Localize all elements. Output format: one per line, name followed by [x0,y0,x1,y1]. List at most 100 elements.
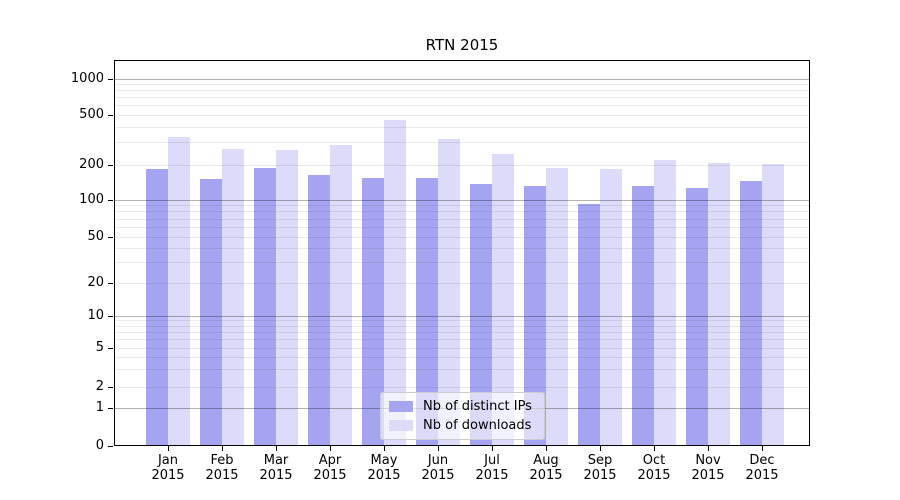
bar-downloads-jan [168,136,190,446]
bar-distinct-ips-dec [740,180,762,446]
x-tick-mark-dec [762,446,763,451]
gridline-y-70 [114,218,810,220]
bar-distinct-ips-jun [416,177,438,446]
legend-label-downloads: Nb of downloads [423,418,532,433]
bar-downloads-jul [492,153,514,446]
gridline-y-50 [114,236,810,238]
y-tick-label-20: 20 [87,275,104,290]
gridline-y-40 [114,247,810,249]
x-tick-label-sep: Sep 2015 [583,453,617,483]
bar-distinct-ips-may [362,177,384,446]
x-tick-mark-may [384,446,385,451]
y-tick-mark-5 [108,347,113,349]
y-tick-label-5: 5 [95,340,104,355]
gridline-y-90 [114,205,810,207]
y-tick-mark-1000 [108,78,113,80]
y-tick-label-1: 1 [95,400,104,415]
y-tick-mark-100 [108,199,113,201]
x-tick-mark-aug [546,446,547,451]
gridline-y-800 [114,90,810,92]
bar-distinct-ips-sep [578,203,600,446]
x-tick-label-jan: Jan 2015 [151,453,185,483]
y-tick-mark-0 [108,445,113,447]
gridline-y-9 [114,320,810,322]
gridline-y-20 [114,282,810,284]
x-tick-mark-oct [654,446,655,451]
x-tick-mark-jan [168,446,169,451]
gridline-y-900 [114,83,810,85]
bar-downloads-apr [330,144,352,446]
legend-item-downloads: Nb of downloads [387,418,538,433]
x-tick-label-nov: Nov 2015 [691,453,725,483]
gridline-y-60 [114,226,810,228]
chart-title: RTN 2015 [425,36,499,54]
y-tick-mark-2 [108,386,113,388]
y-tick-label-100: 100 [79,192,104,207]
gridline-y-700 [114,97,810,99]
bar-distinct-ips-apr [308,174,330,446]
legend-swatch-distinct-ips [389,401,413,412]
bar-downloads-may [384,119,406,446]
bar-downloads-jun [438,138,460,446]
bar-distinct-ips-feb [200,178,222,446]
x-tick-mark-apr [330,446,331,451]
bar-distinct-ips-mar [254,167,276,446]
y-tick-mark-10 [108,315,113,317]
x-tick-label-apr: Apr 2015 [313,453,347,483]
gridline-y-1000 [114,78,810,80]
gridline-y-100 [114,199,810,201]
gridline-y-500 [114,114,810,116]
x-tick-label-oct: Oct 2015 [637,453,671,483]
x-tick-label-aug: Aug 2015 [529,453,563,483]
bar-downloads-sep [600,168,622,446]
y-tick-label-200: 200 [79,157,104,172]
x-tick-label-jun: Jun 2015 [421,453,455,483]
x-tick-mark-jul [492,446,493,451]
x-tick-mark-mar [276,446,277,451]
bar-distinct-ips-jan [146,168,168,446]
legend-item-distinct-ips: Nb of distinct IPs [387,399,538,414]
bar-distinct-ips-aug [524,185,546,446]
gridline-y-3 [114,369,810,371]
bar-downloads-aug [546,167,568,446]
x-tick-mark-jun [438,446,439,451]
x-tick-label-feb: Feb 2015 [205,453,239,483]
x-tick-mark-feb [222,446,223,451]
y-tick-label-2: 2 [95,379,104,394]
legend-swatch-downloads [389,420,413,431]
legend-label-distinct-ips: Nb of distinct IPs [423,399,532,414]
x-tick-label-may: May 2015 [367,453,401,483]
bar-distinct-ips-nov [686,187,708,446]
y-tick-mark-500 [108,114,113,116]
plot-area [114,60,810,446]
gridline-y-5 [114,347,810,349]
gridline-y-10 [114,315,810,317]
y-tick-mark-1 [108,407,113,409]
gridline-y-6 [114,339,810,341]
gridline-y-30 [114,262,810,264]
bar-downloads-feb [222,148,244,446]
gridline-y-600 [114,105,810,107]
bar-distinct-ips-oct [632,186,654,446]
bar-downloads-oct [654,159,676,446]
y-tick-label-50: 50 [87,229,104,244]
x-tick-label-mar: Mar 2015 [259,453,293,483]
y-tick-mark-50 [108,236,113,238]
bar-distinct-ips-jul [470,183,492,446]
gridline-y-4 [114,356,810,358]
gridline-y-2 [114,386,810,388]
y-tick-mark-20 [108,282,113,284]
y-tick-label-0: 0 [95,438,104,453]
gridline-y-7 [114,331,810,333]
gridline-y-80 [114,211,810,213]
bar-downloads-nov [708,162,730,446]
x-tick-label-dec: Dec 2015 [745,453,779,483]
gridline-y-8 [114,325,810,327]
x-tick-mark-nov [708,446,709,451]
gridline-y-200 [114,164,810,166]
y-tick-label-10: 10 [87,308,104,323]
y-tick-mark-200 [108,164,113,166]
x-tick-label-jul: Jul 2015 [475,453,509,483]
bar-downloads-mar [276,149,298,446]
